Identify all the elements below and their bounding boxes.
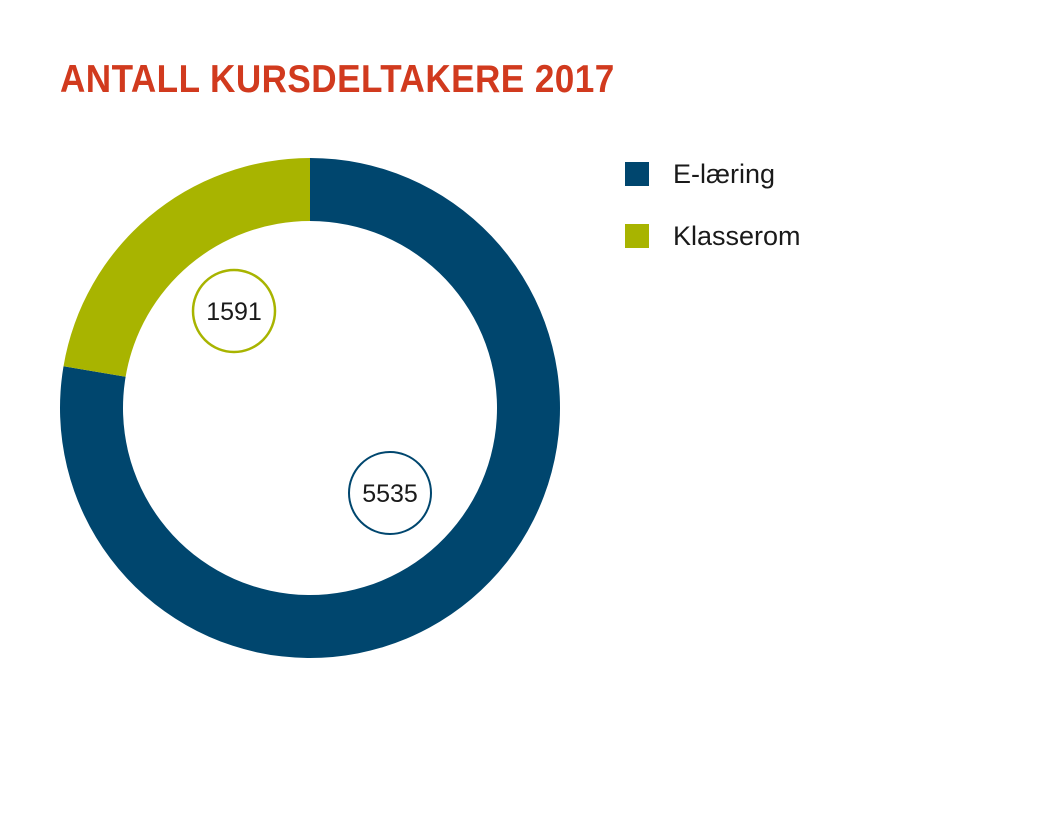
- legend-swatch-e-laering: [625, 162, 649, 186]
- data-label-bubble-e-laering: [348, 451, 432, 535]
- legend-swatch-klasserom: [625, 224, 649, 248]
- legend-item-klasserom: Klasserom: [625, 217, 801, 255]
- data-label-bubble-klasserom: [191, 268, 277, 354]
- donut-chart: 5535 1591: [59, 158, 560, 659]
- legend-label-klasserom: Klasserom: [673, 220, 801, 251]
- legend: E-læring Klasserom: [625, 155, 801, 279]
- data-label-klasserom: 1591: [206, 298, 262, 326]
- donut-slice-klasserom: [63, 158, 310, 377]
- legend-item-e-laering: E-læring: [625, 155, 801, 193]
- chart-title: ANTALL KURSDELTAKERE 2017: [60, 58, 615, 101]
- data-label-e-laering: 5535: [362, 480, 418, 508]
- legend-label-e-laering: E-læring: [673, 158, 776, 189]
